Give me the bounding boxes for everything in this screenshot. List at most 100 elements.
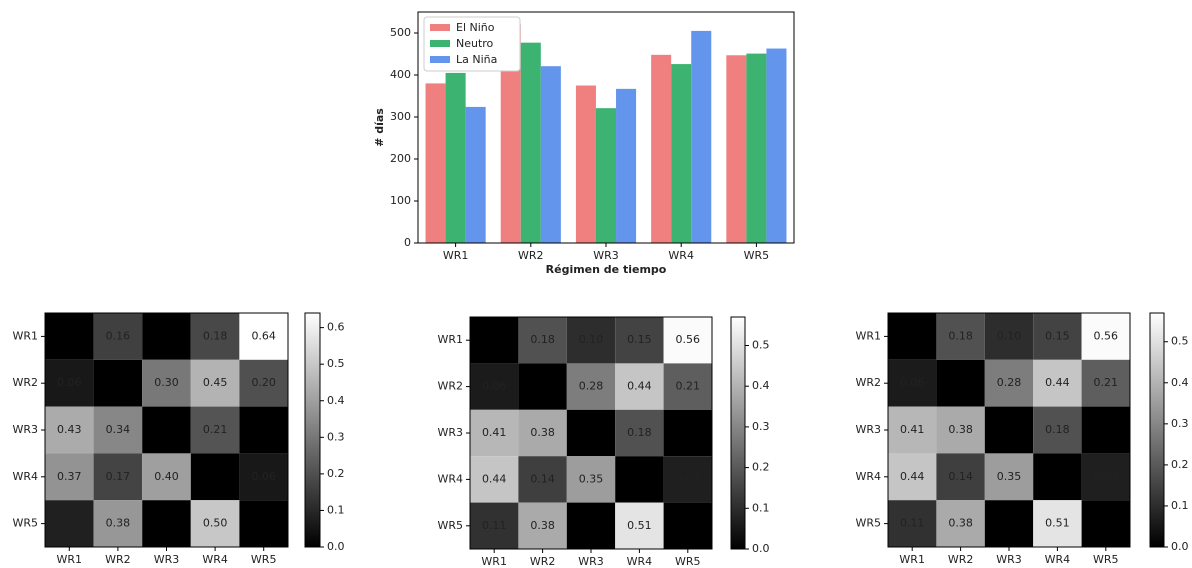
colorbar-tick-label: 0.5 [752,338,770,351]
empty-cell [663,409,712,457]
cell-label: 0.21 [676,380,701,393]
bar [671,64,692,243]
cell [936,453,985,501]
empty-cell [142,500,191,547]
cell [470,456,519,503]
colorbar-tick-label: 0.3 [752,420,770,433]
cell-label: 0.06 [482,380,507,393]
x-axis-label: Régimen de tiempo [546,263,667,276]
legend-swatch [430,24,450,31]
cell [1033,406,1082,454]
y-axis-label: # días [373,108,386,147]
cell-label: 0.07 [676,472,701,485]
cell [518,409,567,457]
cell [888,406,937,454]
cell [45,406,94,454]
cell-label: 0.51 [627,519,652,532]
cell-label: 0.56 [1094,329,1119,342]
cell-label: 0.44 [1045,376,1070,389]
empty-cell [93,359,143,407]
empty-cell [663,502,712,549]
x-tick-label: WR1 [481,555,507,568]
bar [465,106,486,243]
empty-cell [190,453,240,501]
bar [691,30,712,244]
colorbar [730,316,746,550]
cell [190,313,240,360]
y-tick-label: WR1 [437,333,463,346]
cell-label: 0.16 [106,329,131,342]
x-tick-label: WR3 [593,249,619,262]
bar [651,54,672,244]
cell [142,453,191,501]
cell [615,317,664,364]
cell [190,500,240,547]
cell-label: 0.38 [530,426,555,439]
colorbar-tick-label: 0.2 [752,461,770,474]
cell-label: 0.44 [627,380,652,393]
y-tick-label: WR4 [12,470,38,483]
cell [1081,313,1130,360]
y-tick-label: WR3 [437,426,463,439]
cell-label: 0.14 [948,470,973,483]
cell-label: 0.06 [900,376,925,389]
y-tick-label: WR2 [12,376,38,389]
y-tick-label: WR3 [12,423,38,436]
y-tick-label: WR3 [855,423,881,436]
bar [766,48,787,243]
y-tick-label: 0 [404,236,411,249]
cell-label: 0.14 [530,472,555,485]
bar [425,83,446,244]
empty-cell [142,313,191,360]
cell-label: 0.10 [997,329,1022,342]
bar [520,42,541,243]
cell-label: 0.15 [627,333,652,346]
empty-cell [566,409,616,457]
empty-cell [239,406,288,454]
cell [93,313,143,360]
plot-frame [44,312,289,548]
cell-label: 0.18 [627,426,652,439]
cell-label: 0.35 [997,470,1022,483]
cell-label: 0.18 [948,329,973,342]
bar [500,23,521,244]
colorbar-tick-label: 0.6 [327,321,345,334]
colorbar-tick-label: 0.2 [327,467,345,480]
colorbar-tick-label: 0.3 [1171,417,1189,430]
cell-label: 0.51 [1045,517,1070,530]
y-tick-label: 500 [390,26,411,39]
cell [663,456,712,503]
legend-label: El Niño [456,21,495,34]
cell-label: 0.38 [948,423,973,436]
cell [45,500,94,547]
cell [518,502,567,549]
y-tick-label: WR5 [855,517,881,530]
bar [616,88,637,243]
colorbar-tick-label: 0.0 [752,542,770,555]
bar [540,66,561,244]
cell-label: 0.08 [57,517,82,530]
cell-label: 0.06 [251,470,276,483]
x-tick-label: WR4 [668,249,694,262]
empty-cell [1081,406,1130,454]
cell [470,502,519,549]
empty-cell [142,406,191,454]
legend-label: Neutro [456,37,494,50]
y-tick-label: WR2 [855,376,881,389]
empty-cell [984,500,1034,547]
x-tick-label: WR2 [105,553,131,566]
cell [190,359,240,407]
cell [615,363,664,410]
cell [888,359,937,407]
cell-label: 0.50 [203,517,228,530]
colorbar-tick-label: 0.1 [327,503,345,516]
colorbar-tick-label: 0.0 [1171,540,1189,553]
cell [239,313,288,360]
cell [663,363,712,410]
empty-cell [45,313,94,360]
cell-label: 0.35 [579,472,604,485]
bar [726,55,747,244]
bar [746,53,767,243]
cell-label: 0.38 [530,519,555,532]
cell-label: 0.18 [530,333,555,346]
